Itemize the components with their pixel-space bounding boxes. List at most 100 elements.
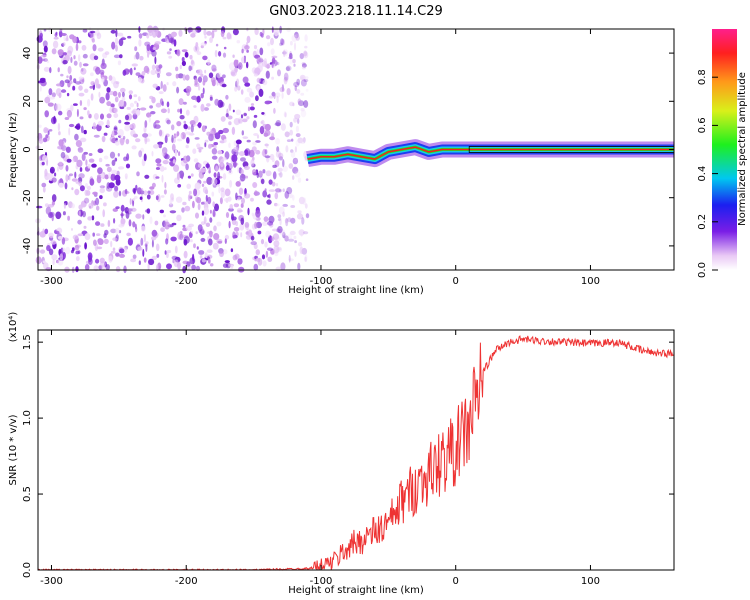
noise-speckle	[275, 183, 279, 187]
noise-speckle	[179, 64, 182, 70]
noise-speckle	[71, 203, 75, 209]
noise-speckle	[83, 225, 87, 229]
noise-speckle	[62, 60, 68, 65]
noise-speckle	[113, 113, 119, 118]
noise-speckle	[133, 94, 138, 98]
noise-speckle	[235, 192, 238, 201]
noise-speckle	[219, 140, 226, 144]
noise-speckle	[143, 190, 148, 196]
noise-speckle	[106, 87, 111, 93]
noise-speckle	[124, 173, 128, 179]
noise-speckle	[45, 134, 49, 139]
noise-speckle	[149, 95, 154, 100]
noise-speckle	[283, 77, 288, 85]
noise-speckle	[97, 84, 101, 89]
noise-speckle	[233, 161, 237, 168]
noise-speckle	[173, 164, 180, 172]
noise-speckle	[244, 96, 251, 103]
noise-speckle	[75, 43, 79, 51]
noise-speckle	[61, 89, 67, 93]
noise-speckle	[142, 248, 145, 257]
noise-speckle	[197, 203, 201, 211]
noise-speckle	[90, 81, 95, 86]
noise-speckle	[208, 133, 214, 142]
noise-speckle	[171, 31, 177, 37]
noise-speckle	[53, 36, 59, 40]
noise-speckle	[106, 119, 110, 128]
noise-speckle	[87, 98, 91, 107]
noise-speckle	[119, 106, 125, 110]
noise-speckle	[263, 216, 269, 222]
noise-speckle	[195, 231, 198, 235]
noise-speckle	[96, 205, 100, 211]
noise-speckle	[238, 62, 243, 70]
noise-speckle	[286, 27, 292, 33]
noise-speckle	[254, 67, 261, 76]
noise-speckle	[280, 38, 284, 46]
noise-speckle	[297, 177, 302, 183]
noise-speckle	[297, 210, 302, 214]
noise-speckle	[40, 54, 47, 58]
noise-speckle	[268, 95, 274, 99]
noise-speckle	[304, 254, 308, 263]
noise-speckle	[103, 155, 109, 160]
noise-speckle	[78, 76, 84, 80]
noise-speckle	[190, 65, 194, 71]
noise-speckle	[260, 238, 265, 245]
noise-speckle	[289, 230, 296, 236]
noise-speckle	[148, 258, 155, 266]
noise-speckle	[36, 205, 43, 209]
noise-speckle	[254, 27, 259, 36]
noise-speckle	[44, 228, 49, 235]
noise-speckle	[275, 138, 281, 145]
noise-speckle	[54, 172, 57, 177]
noise-speckle	[104, 174, 109, 180]
noise-speckle	[100, 223, 105, 227]
noise-speckle	[205, 163, 210, 168]
noise-speckle	[156, 73, 161, 78]
noise-speckle	[279, 87, 285, 93]
track-core	[307, 146, 674, 160]
noise-speckle	[139, 55, 144, 61]
noise-speckle	[117, 129, 124, 138]
noise-speckle	[253, 263, 259, 271]
noise-speckle	[131, 123, 136, 130]
noise-speckle	[240, 203, 244, 208]
noise-speckle	[200, 167, 207, 173]
noise-speckle	[96, 233, 101, 237]
noise-speckle	[222, 127, 229, 134]
noise-speckle	[118, 99, 125, 107]
noise-speckle	[206, 249, 213, 253]
noise-speckle	[297, 262, 301, 271]
noise-speckle	[174, 245, 178, 254]
noise-speckle	[180, 233, 185, 239]
noise-speckle	[300, 109, 307, 118]
noise-speckle	[89, 30, 96, 34]
noise-speckle	[185, 131, 192, 135]
noise-speckle	[196, 95, 201, 103]
noise-speckle	[255, 140, 261, 143]
noise-speckle	[161, 101, 164, 107]
noise-speckle	[198, 171, 205, 179]
noise-speckle	[156, 253, 160, 258]
noise-speckle	[279, 229, 286, 236]
noise-speckle	[105, 163, 110, 167]
noise-speckle	[72, 85, 76, 91]
noise-speckle	[155, 68, 162, 75]
noise-speckle	[279, 171, 283, 178]
noise-speckle	[192, 148, 197, 154]
noise-speckle	[180, 134, 183, 139]
noise-speckle	[245, 234, 252, 240]
noise-speckle	[267, 194, 270, 198]
noise-speckle	[130, 258, 137, 263]
noise-speckle	[279, 229, 282, 234]
noise-speckle	[96, 246, 103, 250]
noise-speckle	[106, 101, 112, 107]
noise-speckle	[51, 194, 57, 202]
noise-speckle	[286, 187, 293, 195]
noise-speckle	[261, 254, 266, 260]
noise-speckle	[135, 184, 138, 191]
colorbar-tick-label: 0.8	[697, 69, 708, 85]
noise-speckle	[135, 72, 141, 76]
